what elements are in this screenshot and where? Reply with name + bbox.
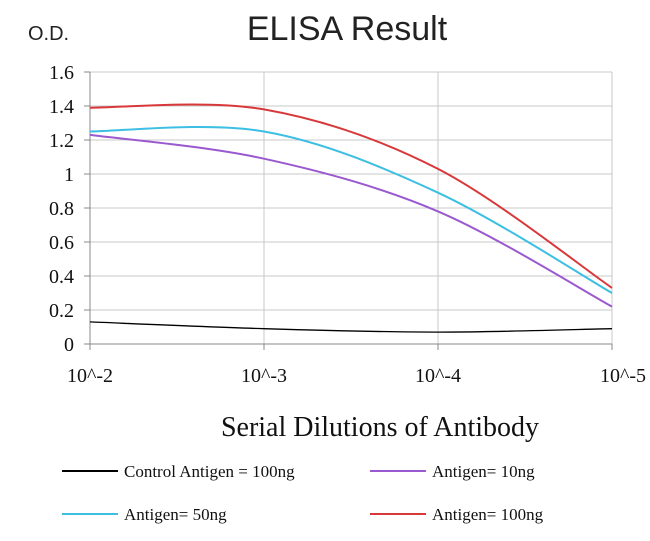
series-line-3 (89, 125, 613, 294)
legend-label-2: Antigen= 10ng (432, 462, 535, 481)
legend-label-3: Antigen= 50ng (124, 505, 227, 524)
y-tick-label: 0.8 (49, 198, 74, 220)
y-tick-label: 1.4 (49, 96, 74, 118)
legend: Control Antigen = 100ng Antigen= 10ng Anti… (62, 462, 544, 524)
y-tick-label: 1 (64, 164, 74, 186)
y-tick-label: 0.6 (49, 232, 74, 254)
y-tick-label: 0.2 (49, 300, 74, 322)
y-axis-label: O.D. (28, 23, 69, 45)
series-line-2 (89, 133, 613, 308)
y-tick-label: 0 (64, 334, 74, 356)
x-tick-label: 10^-5 (600, 365, 646, 387)
x-tick-label: 10^-3 (241, 365, 287, 387)
y-tick-label: 1.6 (49, 62, 74, 84)
legend-label-4: Antigen= 100ng (432, 505, 544, 524)
legend-label-1: Control Antigen = 100ng (124, 462, 295, 481)
series-line-4 (89, 103, 613, 289)
grid (89, 71, 613, 345)
x-axis-label: Serial Dilutions of Antibody (221, 412, 539, 443)
y-tick-label: 1.2 (49, 130, 74, 152)
series-lines (89, 103, 613, 333)
y-tick-label: 0.4 (49, 266, 74, 288)
axes: 0 0.2 0.4 0.6 0.8 1 1.2 1.4 1.6 10^-2 10^-3 10^-4 10… (49, 62, 646, 387)
x-tick-label: 10^-2 (67, 365, 113, 387)
x-tick-label: 10^-4 (415, 365, 461, 387)
series-line-1 (89, 321, 613, 333)
chart-title: ELISA Result (247, 10, 448, 48)
